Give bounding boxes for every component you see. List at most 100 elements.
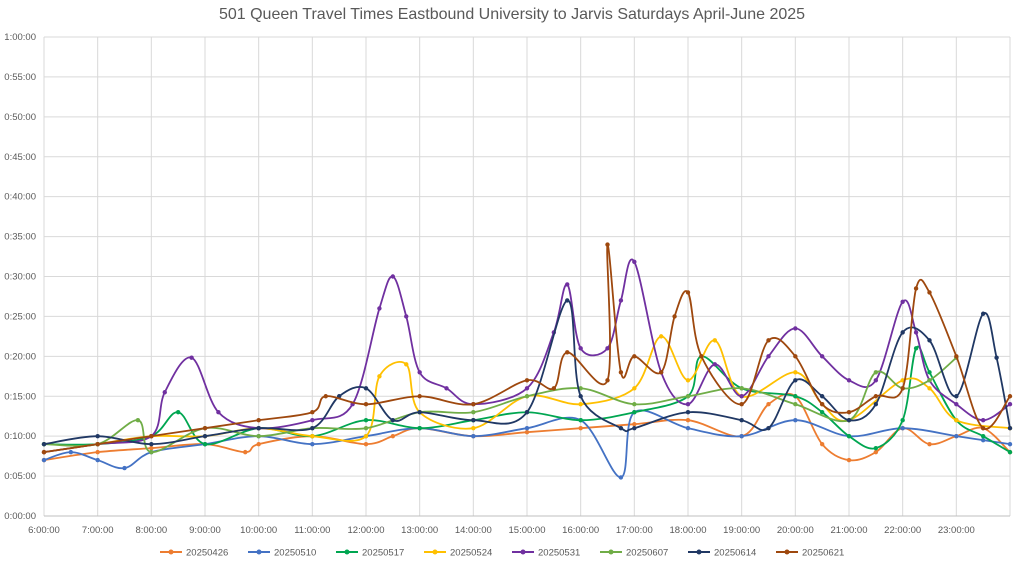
data-point [1007,449,1013,455]
y-tick-label: 0:30:00 [4,272,36,283]
data-point [980,425,986,431]
y-tick-label: 0:35:00 [4,232,36,243]
data-point [471,410,476,415]
data-point [900,299,905,304]
data-point [819,394,825,399]
legend-item: 20250524 [424,548,492,559]
data-point [1007,441,1013,447]
data-point [618,370,624,375]
data-point [739,433,744,439]
data-point [766,354,771,359]
legend-label: 20250531 [538,548,580,559]
x-tick-label: 6:00:00 [28,525,60,536]
data-point [471,402,476,407]
data-point [149,445,154,451]
y-tick-label: 0:50:00 [4,112,36,123]
legend: 20250426 20250510 20250517 20250524 20250531… [160,548,844,559]
data-point [390,274,396,279]
data-point [819,354,825,359]
data-point [1007,402,1013,407]
data-point [913,346,919,351]
data-point [95,433,100,439]
series-line [43,409,1011,479]
data-point [793,370,798,375]
data-point [605,242,610,247]
data-point [578,418,583,423]
data-point [256,441,261,447]
data-point [685,418,691,423]
data-point [954,433,959,439]
data-point [605,346,610,351]
series-lines [41,242,1013,480]
data-point [471,425,476,431]
data-point [873,445,879,451]
data-point [404,362,409,367]
y-tick-label: 0:10:00 [4,431,36,442]
data-point [202,441,208,447]
data-point [471,433,476,439]
data-point [202,425,208,431]
data-point [685,402,691,407]
data-point [739,386,744,391]
data-point [216,410,221,415]
data-point [766,425,771,431]
data-point [980,418,986,423]
data-point [68,449,74,455]
x-tick-label: 10:00:00 [240,525,277,536]
data-point [873,402,879,407]
data-point [913,330,919,335]
y-tick-label: 0:15:00 [4,391,36,402]
data-point [900,330,905,335]
data-point [256,433,261,439]
x-tick-label: 19:00:00 [723,525,760,536]
data-point [323,394,328,399]
data-point [793,418,798,423]
data-point [149,441,154,447]
legend-label: 20250607 [626,548,668,559]
y-tick-label: 0:20:00 [4,351,36,362]
legend-swatch-marker [168,549,174,555]
data-point [363,402,369,407]
data-point [873,394,879,399]
data-point [739,402,744,407]
x-tick-label: 22:00:00 [884,525,921,536]
legend-item: 20250510 [248,548,316,559]
x-tick-label: 16:00:00 [562,525,599,536]
data-point [873,370,879,375]
data-point [310,425,315,431]
legend-swatch-marker [608,549,614,555]
legend-item: 20250607 [600,548,668,559]
data-point [632,386,637,391]
data-point [846,418,852,423]
data-point [95,457,100,463]
data-point [632,354,637,359]
legend-label: 20250524 [450,548,492,559]
data-point [377,374,382,379]
legend-swatch-marker [256,549,262,555]
data-point [672,314,677,319]
legend-label: 20250426 [186,548,228,559]
data-point [846,457,852,463]
data-point [618,475,624,480]
data-point [578,394,583,399]
data-point [712,362,718,367]
x-tick-label: 11:00:00 [294,525,330,536]
data-point [95,449,100,455]
data-point [980,433,986,439]
data-point [95,441,100,447]
data-point [685,425,691,431]
legend-swatch-marker [432,549,438,555]
data-point [685,394,691,399]
data-point [685,378,691,383]
data-point [739,418,744,423]
data-point [819,410,825,415]
x-tick-label: 8:00:00 [135,525,167,536]
data-point [565,350,570,355]
data-point [846,378,852,383]
data-point [202,433,208,439]
series-20250614 [41,298,1013,447]
x-tick-label: 14:00:00 [455,525,492,536]
data-point [256,418,261,423]
data-point [927,338,932,343]
data-point [524,394,530,399]
